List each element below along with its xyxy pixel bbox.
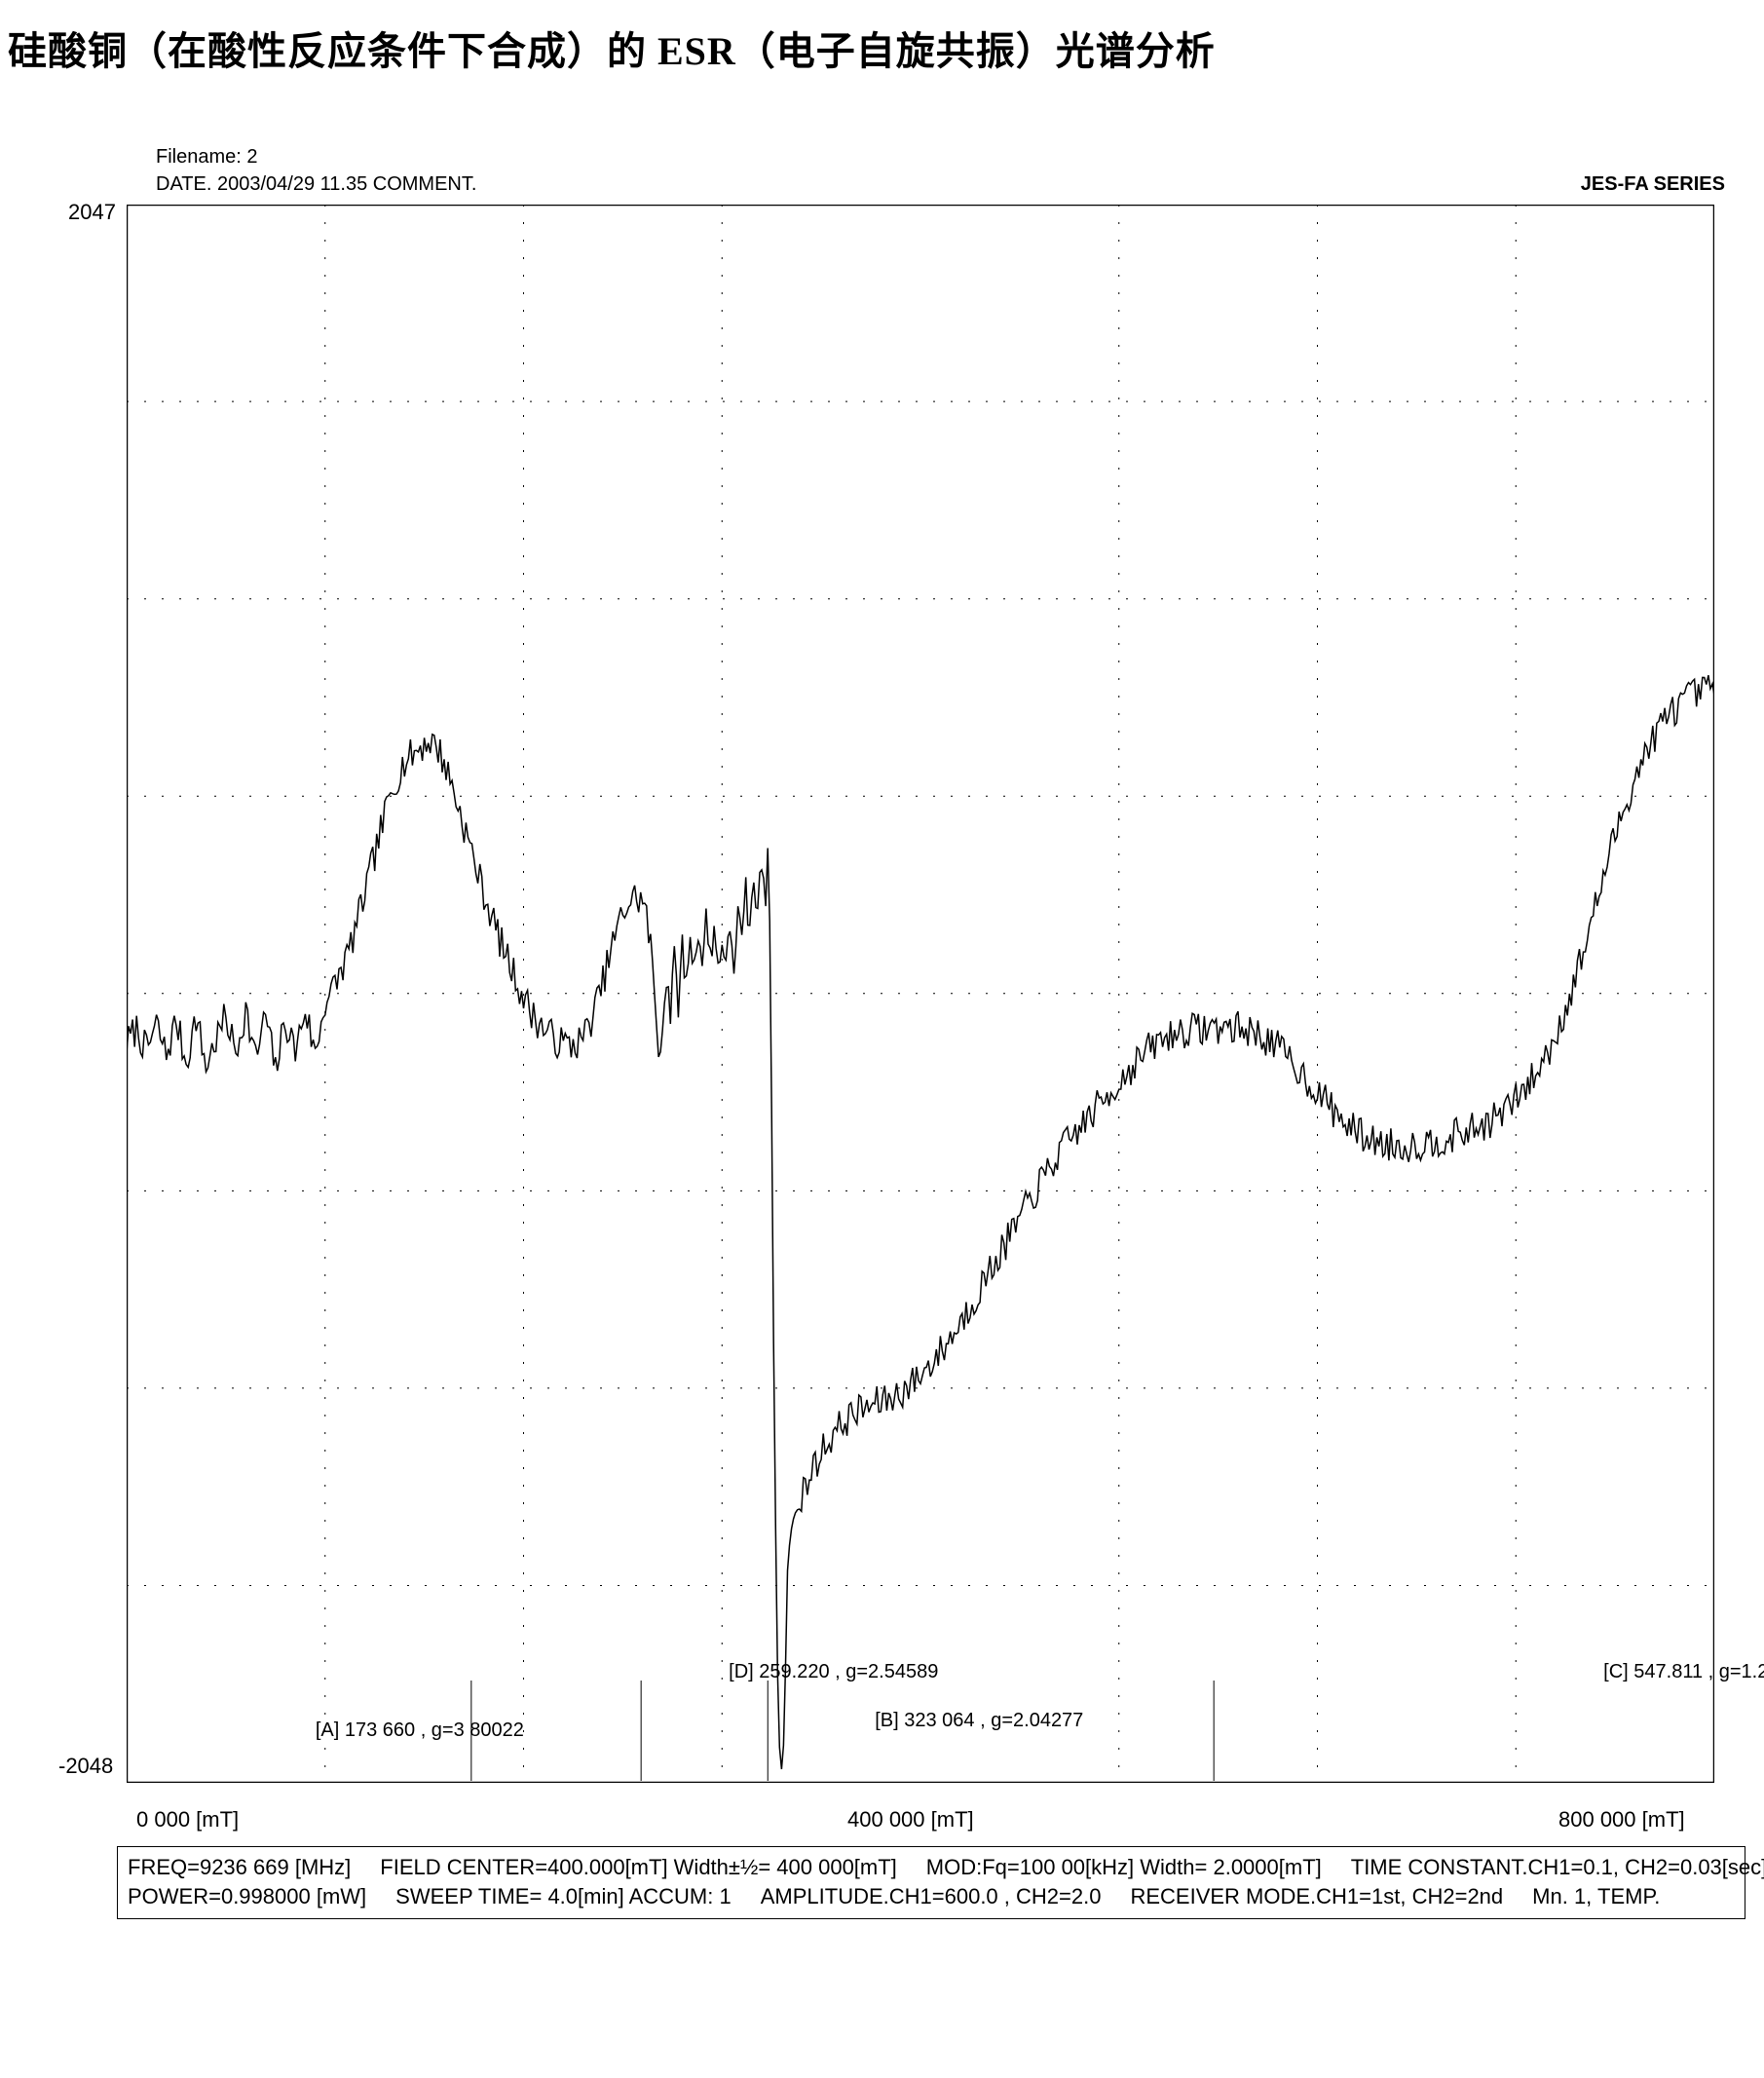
- param-power: POWER=0.998000 [mW]: [128, 1882, 366, 1911]
- x-axis-label-800: 800 000 [mT]: [1558, 1807, 1685, 1832]
- page: 硅酸铜（在酸性反应条件下合成）的 ESR（电子自旋共振）光谱分析 Filenam…: [0, 0, 1764, 2078]
- marker-label-D: [D] 259.220 , g=2.54589: [729, 1661, 938, 1683]
- instrument-params-row2: POWER=0.998000 [mW] SWEEP TIME= 4.0[min]…: [128, 1882, 1735, 1911]
- marker-label-A: [A] 173 660 , g=3 80022: [316, 1719, 524, 1742]
- marker-label-C: [C] 547.811 , g=1.20469: [1603, 1661, 1764, 1683]
- instrument-params-box: FREQ=9236 669 [MHz] FIELD CENTER=400.000…: [117, 1846, 1745, 1919]
- esr-spectrum-svg: [127, 205, 1714, 1783]
- param-freq: FREQ=9236 669 [MHz]: [128, 1853, 351, 1882]
- param-amp: AMPLITUDE.CH1=600.0 , CH2=2.0: [761, 1882, 1102, 1911]
- meta-series: JES-FA SERIES: [1581, 173, 1725, 196]
- param-mn: Mn. 1, TEMP.: [1532, 1882, 1660, 1911]
- param-mod: MOD:Fq=100 00[kHz] Width= 2.0000[mT]: [926, 1853, 1322, 1882]
- meta-filename: Filename: 2: [156, 146, 258, 169]
- param-timeconstant: TIME CONSTANT.CH1=0.1, CH2=0.03[sec]: [1351, 1853, 1764, 1882]
- y-axis-top-label: 2047: [68, 200, 116, 225]
- page-title: 硅酸铜（在酸性反应条件下合成）的 ESR（电子自旋共振）光谱分析: [0, 19, 1764, 76]
- marker-label-B: [B] 323 064 , g=2.04277: [875, 1710, 1083, 1732]
- y-axis-bottom-label: -2048: [58, 1754, 113, 1779]
- param-sweep: SWEEP TIME= 4.0[min] ACCUM: 1: [395, 1882, 732, 1911]
- meta-date: DATE. 2003/04/29 11.35 COMMENT.: [156, 173, 476, 196]
- x-axis-label-0: 0 000 [mT]: [136, 1807, 239, 1832]
- param-receiver: RECEIVER MODE.CH1=1st, CH2=2nd: [1130, 1882, 1503, 1911]
- esr-spectrum-plot: [A] 173 660 , g=3 80022 [D] 259.220 , g=2…: [127, 205, 1714, 1783]
- param-field: FIELD CENTER=400.000[mT] Width±½= 400 00…: [380, 1853, 897, 1882]
- x-axis-label-400: 400 000 [mT]: [847, 1807, 974, 1832]
- instrument-params-row1: FREQ=9236 669 [MHz] FIELD CENTER=400.000…: [128, 1853, 1735, 1882]
